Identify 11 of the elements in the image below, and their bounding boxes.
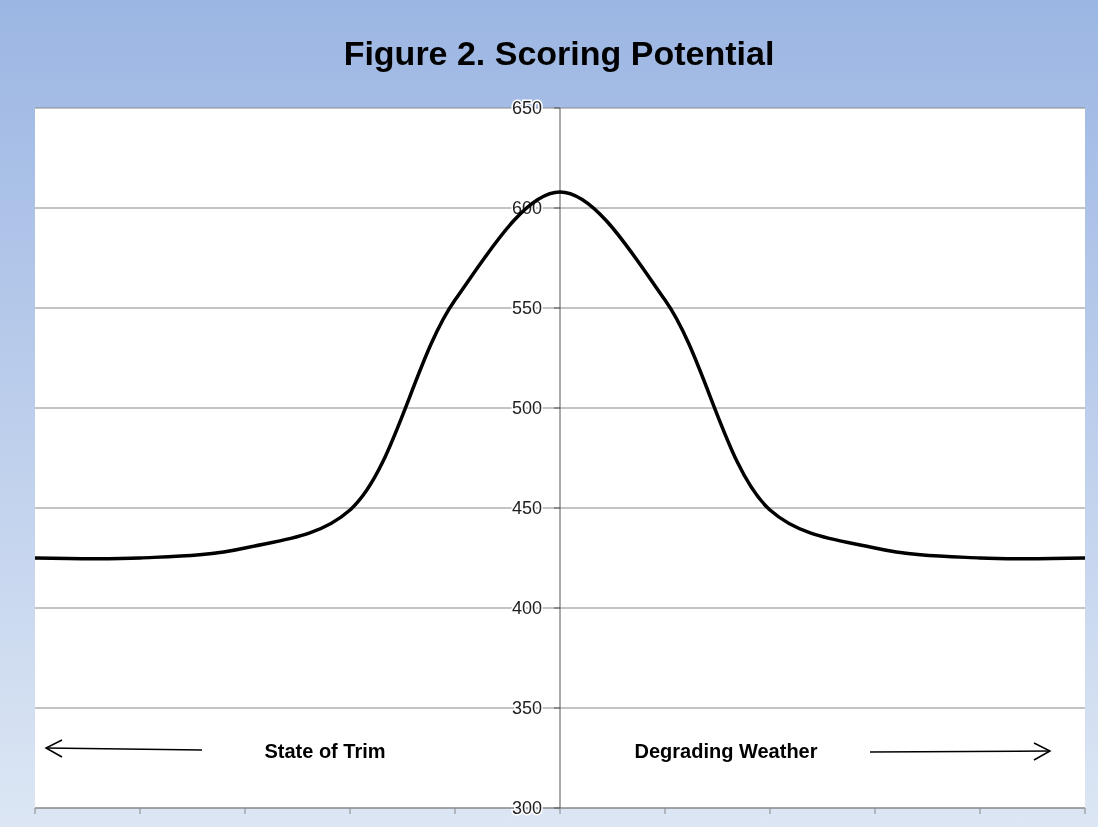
y-tick-label: 350 bbox=[511, 698, 542, 718]
chart-title: Figure 2. Scoring Potential bbox=[343, 34, 775, 72]
y-tick-label: 450 bbox=[511, 498, 542, 518]
y-tick-label: 550 bbox=[511, 298, 542, 318]
y-tick-label: 650 bbox=[511, 98, 542, 118]
y-tick-label: 500 bbox=[511, 398, 542, 418]
y-tick-label: 400 bbox=[511, 598, 542, 618]
annotation: Degrading Weather bbox=[634, 740, 818, 762]
annotation: State of Trim bbox=[264, 740, 386, 762]
line-series bbox=[33, 190, 1087, 561]
y-tick-label: 300 bbox=[511, 798, 542, 818]
